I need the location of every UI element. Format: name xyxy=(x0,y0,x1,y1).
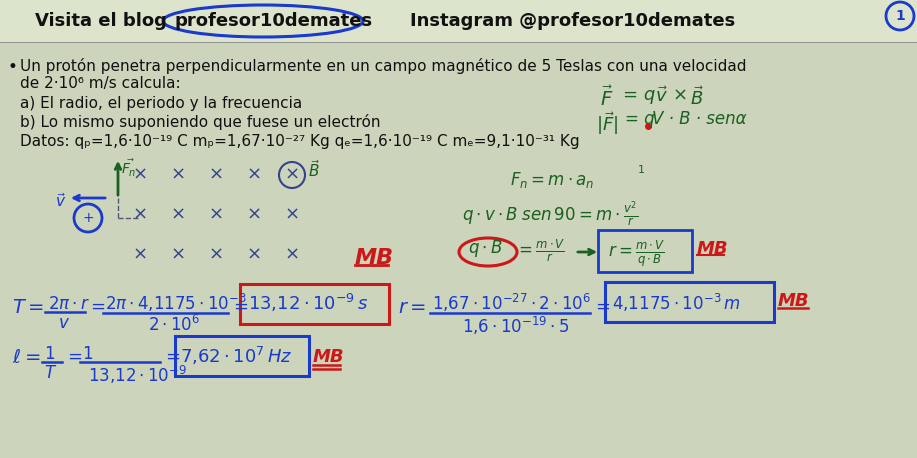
Text: profesor10demates: profesor10demates xyxy=(175,12,373,30)
Text: $7{,}62 \cdot 10^{7}\, Hz$: $7{,}62 \cdot 10^{7}\, Hz$ xyxy=(180,345,293,367)
Text: $v$: $v$ xyxy=(58,314,70,332)
Text: =: = xyxy=(595,298,610,316)
Text: $T=$: $T=$ xyxy=(12,298,44,317)
FancyBboxPatch shape xyxy=(0,0,917,42)
Text: ×: × xyxy=(247,206,261,224)
Text: $\vec{v}$: $\vec{v}$ xyxy=(55,192,66,210)
Text: $ = \frac{m \cdot V}{r}$: $ = \frac{m \cdot V}{r}$ xyxy=(515,238,566,264)
Text: ×: × xyxy=(247,246,261,264)
Text: ×: × xyxy=(132,166,148,184)
Text: $r =$: $r =$ xyxy=(398,298,426,317)
Text: $1$: $1$ xyxy=(44,345,55,363)
Text: Visita el blog: Visita el blog xyxy=(35,12,173,30)
Text: MB: MB xyxy=(355,248,394,268)
Text: $1{,}67 \cdot 10^{-27} \cdot 2 \cdot 10^6$: $1{,}67 \cdot 10^{-27} \cdot 2 \cdot 10^… xyxy=(432,292,591,314)
Text: $4{,}1175 \cdot 10^{-3}\, m$: $4{,}1175 \cdot 10^{-3}\, m$ xyxy=(612,292,741,314)
Text: 1: 1 xyxy=(638,165,645,175)
Text: ×: × xyxy=(171,166,185,184)
Text: Un protón penetra perpendicularmente en un campo magnético de 5 Teslas con una v: Un protón penetra perpendicularmente en … xyxy=(20,58,746,74)
Text: ×: × xyxy=(208,246,224,264)
Text: b) Lo mismo suponiendo que fuese un electrón: b) Lo mismo suponiendo que fuese un elec… xyxy=(20,114,381,130)
Text: =: = xyxy=(233,298,248,316)
Text: •: • xyxy=(8,58,17,76)
Text: $13{,}12 \cdot 10^{-9}$: $13{,}12 \cdot 10^{-9}$ xyxy=(88,364,187,386)
Text: ×: × xyxy=(284,166,300,184)
Text: Datos: qₚ=1,6·10⁻¹⁹ C mₚ=1,67·10⁻²⁷ Kg qₑ=1,6·10⁻¹⁹ C mₑ=9,1·10⁻³¹ Kg: Datos: qₚ=1,6·10⁻¹⁹ C mₚ=1,67·10⁻²⁷ Kg q… xyxy=(20,134,580,149)
Text: $2 \cdot 10^6$: $2 \cdot 10^6$ xyxy=(148,315,200,335)
Text: ×: × xyxy=(171,206,185,224)
Text: =: = xyxy=(90,298,105,316)
Text: Instagram @profesor10demates: Instagram @profesor10demates xyxy=(410,12,735,30)
Text: $\vec{F_n}$: $\vec{F_n}$ xyxy=(121,158,137,179)
Text: +: + xyxy=(83,211,94,225)
Text: $r = \frac{m \cdot V}{q \cdot B}$: $r = \frac{m \cdot V}{q \cdot B}$ xyxy=(608,238,666,268)
Text: ×: × xyxy=(284,246,300,264)
Text: |$\vec{F}$|: |$\vec{F}$| xyxy=(596,110,618,137)
Text: $\times$: $\times$ xyxy=(672,86,687,104)
Text: ×: × xyxy=(247,166,261,184)
Text: de 2·10⁶ m/s calcula:: de 2·10⁶ m/s calcula: xyxy=(20,76,181,91)
Text: ×: × xyxy=(171,246,185,264)
Text: ×: × xyxy=(284,206,300,224)
Text: $\ell=$: $\ell=$ xyxy=(12,348,40,367)
Text: $q \cdot v \cdot B \; sen\,90 = m \cdot \frac{v^2}{r}$: $q \cdot v \cdot B \; sen\,90 = m \cdot … xyxy=(462,200,638,229)
Text: $2\pi \cdot r$: $2\pi \cdot r$ xyxy=(48,295,90,313)
Text: = q: = q xyxy=(625,110,655,128)
Text: =: = xyxy=(67,348,82,366)
Text: $\vec{F}$: $\vec{F}$ xyxy=(600,86,613,110)
Text: ×: × xyxy=(208,166,224,184)
Text: $1{,}6 \cdot 10^{-19} \cdot 5$: $1{,}6 \cdot 10^{-19} \cdot 5$ xyxy=(462,315,569,337)
Text: MB: MB xyxy=(697,240,729,258)
Text: $\vec{B}$: $\vec{B}$ xyxy=(690,86,704,109)
Text: $\vec{B}$: $\vec{B}$ xyxy=(308,159,320,180)
Text: $q \cdot B$: $q \cdot B$ xyxy=(468,238,503,259)
Text: $2\pi \cdot 4{,}1175 \cdot 10^{-3}$: $2\pi \cdot 4{,}1175 \cdot 10^{-3}$ xyxy=(105,292,247,314)
Text: $1$: $1$ xyxy=(82,345,94,363)
Text: 1: 1 xyxy=(895,9,905,23)
Text: ×: × xyxy=(208,206,224,224)
Text: =: = xyxy=(165,348,180,366)
Text: $T$: $T$ xyxy=(44,364,57,382)
Text: V · B · senα: V · B · senα xyxy=(652,110,746,128)
Text: $\vec{v}$: $\vec{v}$ xyxy=(655,86,668,106)
Text: ×: × xyxy=(132,206,148,224)
Text: MB: MB xyxy=(778,292,810,310)
Text: = q: = q xyxy=(623,86,656,104)
Text: $13{,}12 \cdot 10^{-9}\, s$: $13{,}12 \cdot 10^{-9}\, s$ xyxy=(248,292,369,314)
Text: ×: × xyxy=(132,246,148,264)
Text: a) El radio, el periodo y la frecuencia: a) El radio, el periodo y la frecuencia xyxy=(20,96,303,111)
Text: $F_n = m \cdot a_n$: $F_n = m \cdot a_n$ xyxy=(510,170,594,190)
Text: MB: MB xyxy=(313,348,345,366)
